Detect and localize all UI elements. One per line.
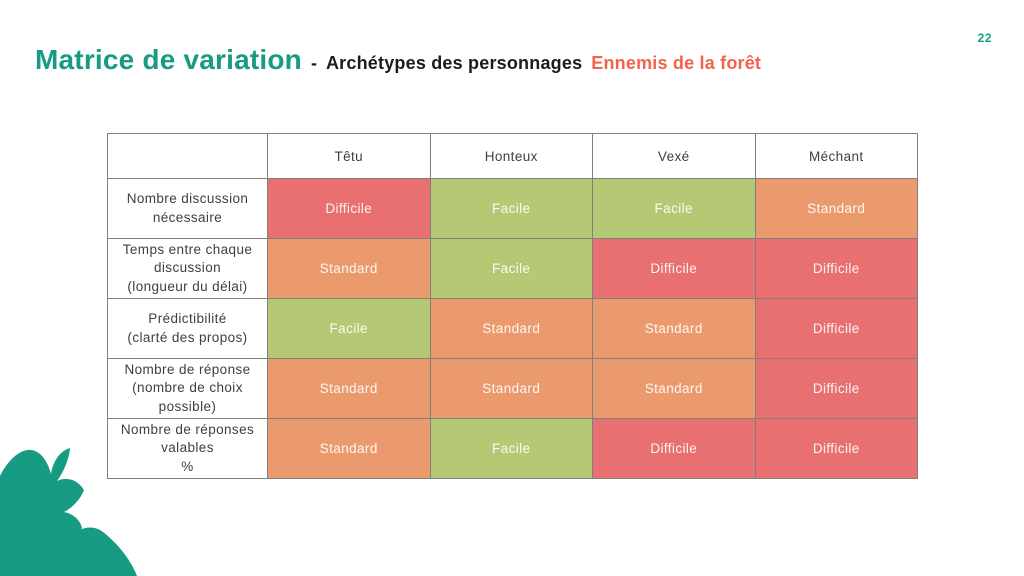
matrix-cell: Facile [592,178,756,239]
row-label: Prédictibilité (clarté des propos) [107,298,268,359]
table-row: Temps entre chaque discussion (longueur … [107,238,918,299]
table-row: Prédictibilité (clarté des propos) Facil… [107,298,918,359]
title-separator: - [310,53,317,73]
matrix-cell: Facile [267,298,431,359]
matrix-cell: Facile [429,418,593,479]
title-main: Matrice de variation [35,44,302,75]
row-label: Nombre de réponses valables % [107,418,268,479]
matrix-cell: Standard [267,238,431,299]
table-row: Nombre de réponses valables % Standard F… [107,418,918,479]
matrix-cell: Standard [754,178,918,239]
row-label: Nombre de réponse (nombre de choix possi… [107,358,268,419]
matrix-cell: Difficile [754,238,918,299]
variation-matrix-table: Têtu Honteux Vexé Méchant Nombre discuss… [107,133,918,479]
table-row: Nombre discussion nécessaire Difficile F… [107,178,918,239]
matrix-cell: Difficile [754,418,918,479]
row-label: Nombre discussion nécessaire [107,178,268,239]
matrix-cell: Difficile [592,418,756,479]
matrix-cell: Standard [429,298,593,359]
matrix-cell: Facile [429,238,593,299]
title-subtitle: Archétypes des personnages [325,53,583,73]
table-row: Nombre de réponse (nombre de choix possi… [107,358,918,419]
column-header-tetu: Têtu [267,133,431,179]
column-header-honteux: Honteux [429,133,593,179]
slide-title: Matrice de variation - Archétypes des pe… [35,44,761,76]
matrix-cell: Difficile [267,178,431,239]
column-header-mechant: Méchant [754,133,918,179]
title-accent: Ennemis de la forêt [591,53,762,73]
matrix-cell: Standard [592,298,756,359]
matrix-cell: Standard [429,358,593,419]
matrix-cell: Standard [267,418,431,479]
page-number: 22 [977,31,992,45]
column-header-empty [107,133,268,179]
matrix-cell: Difficile [754,298,918,359]
row-label: Temps entre chaque discussion (longueur … [107,238,268,299]
matrix-cell: Standard [592,358,756,419]
column-header-vexe: Vexé [592,133,756,179]
matrix-cell: Facile [429,178,593,239]
matrix-cell: Difficile [754,358,918,419]
matrix-cell: Difficile [592,238,756,299]
table-header-row: Têtu Honteux Vexé Méchant [107,133,918,179]
matrix-cell: Standard [267,358,431,419]
